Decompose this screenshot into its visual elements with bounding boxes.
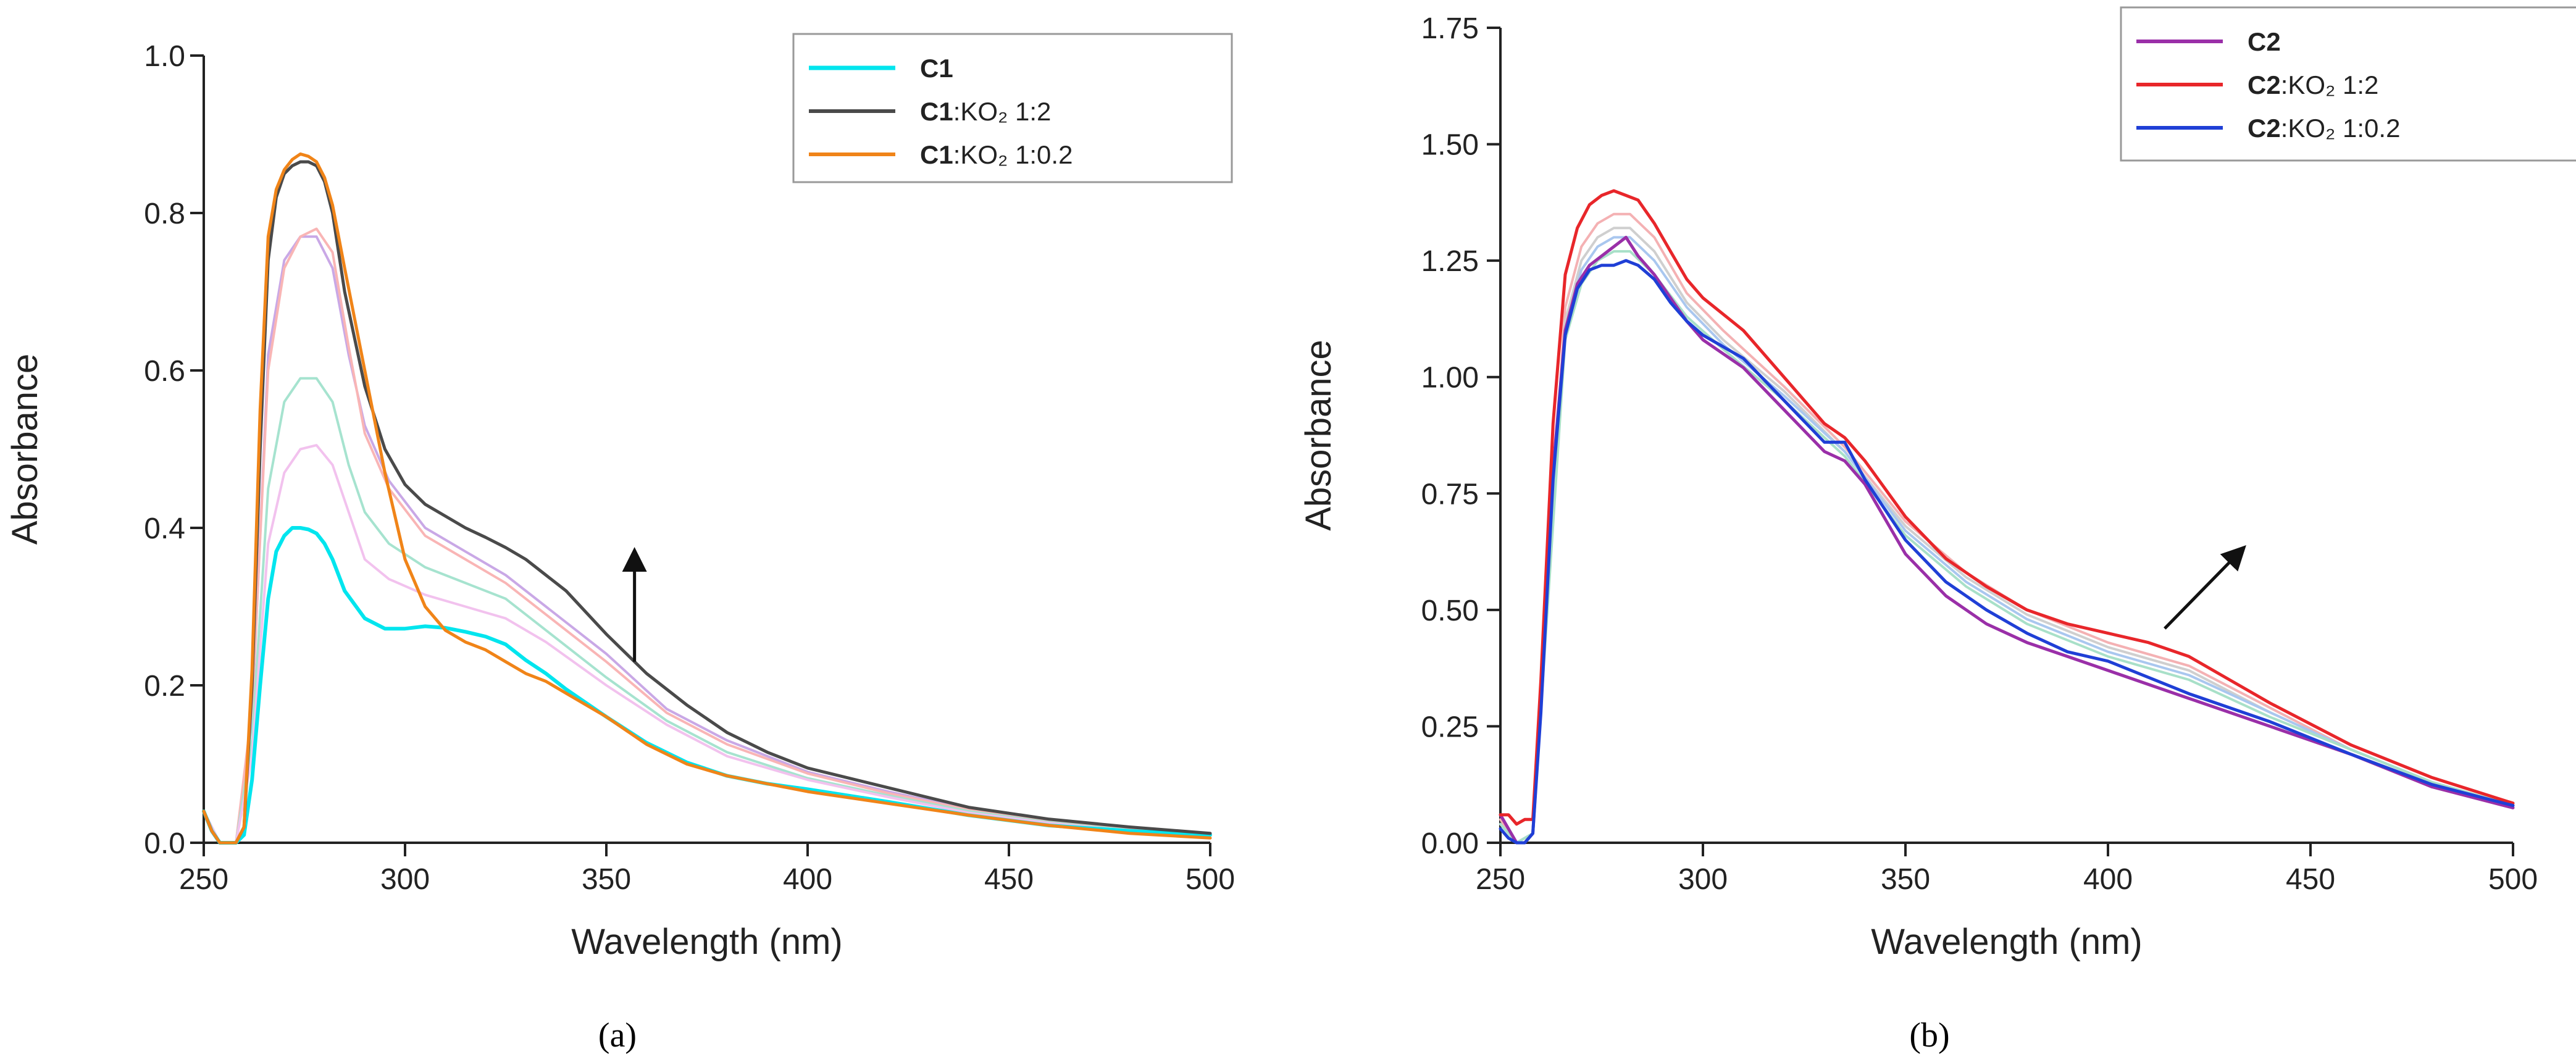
y-tick-label: 0.00 (1421, 827, 1479, 860)
y-tick-label: 0.75 (1421, 478, 1479, 511)
series-line-intermediate-1 (203, 235, 1211, 844)
legend-entry-bold: C2 (2248, 114, 2281, 143)
legend-entry-rest: :KO₂ 1:2 (953, 97, 1052, 126)
legend-entry-bold: C2 (2248, 27, 2281, 56)
legend-entry: C2:KO₂ 1:0.2 (2248, 114, 2400, 143)
y-tick-label: 0.2 (144, 670, 185, 703)
x-tick-label: 450 (2286, 863, 2335, 896)
y-tick-label: 0.50 (1421, 595, 1479, 627)
y-tick-label: 1.50 (1421, 129, 1479, 162)
series-line-intermediate-2 (203, 227, 1211, 844)
x-axis-label: Wavelength (nm) (1871, 922, 2142, 962)
x-tick-label: 350 (582, 863, 631, 896)
series-line-c2-ko2-1-2 (1499, 189, 2515, 826)
x-tick-label: 300 (380, 863, 430, 896)
legend-box (792, 33, 1233, 183)
x-axis-label: Wavelength (nm) (571, 922, 842, 962)
y-tick-label: 1.00 (1421, 362, 1479, 395)
legend-entry-bold: C1 (920, 54, 953, 83)
y-axis-label: Absorbance (5, 354, 45, 545)
x-tick-label: 350 (1881, 863, 1930, 896)
legend-entry: C2 (2248, 27, 2281, 56)
caption-b: (b) (1909, 1016, 1949, 1055)
y-tick-label: 0.4 (144, 512, 185, 545)
x-tick-label: 500 (1186, 863, 1235, 896)
y-tick-label: 0.25 (1421, 711, 1479, 743)
x-tick-label: 300 (1678, 863, 1728, 896)
legend-entry-rest: :KO₂ 1:2 (2281, 70, 2379, 99)
y-tick-label: 0.8 (144, 198, 185, 230)
legend-entry: C1 (920, 54, 953, 83)
legend-entry-bold: C1 (920, 97, 953, 126)
series-line-intermediate-3 (203, 377, 1211, 844)
caption-a: (a) (598, 1016, 637, 1055)
x-tick-label: 250 (1476, 863, 1525, 896)
x-tick-label: 500 (2488, 863, 2538, 896)
legend-entry: C1:KO₂ 1:2 (920, 97, 1051, 126)
trend-arrow (2164, 545, 2246, 630)
legend-entry-bold: C2 (2248, 70, 2281, 99)
legend-entry: C2:KO₂ 1:2 (2248, 70, 2378, 99)
legend-entry-bold: C1 (920, 140, 953, 169)
y-tick-label: 0.0 (144, 827, 185, 860)
x-tick-label: 400 (783, 863, 832, 896)
chart-panel-b: 0.00 0.25 0.50 0.75 1.00 1.25 1.50 1.75 250 300 35… (1298, 6, 2576, 962)
y-tick-label: 1.0 (144, 40, 185, 73)
x-tick-label: 400 (2083, 863, 2133, 896)
series-line-intermediate-4 (203, 444, 1211, 844)
legend-entry: C1:KO₂ 1:0.2 (920, 140, 1073, 169)
x-tick-label: 450 (984, 863, 1034, 896)
series-line-c1-ko2-1-0-2 (202, 152, 1212, 845)
y-tick-label: 1.25 (1421, 245, 1479, 278)
y-axis-label: Absorbance (1298, 340, 1339, 531)
x-tick-label: 250 (179, 863, 228, 896)
y-tick-label: 1.75 (1421, 12, 1479, 45)
y-tick-label: 0.6 (144, 355, 185, 388)
legend-entry-rest: :KO₂ 1:0.2 (953, 140, 1073, 169)
series-line-c2-ko2-1-0-2 (1499, 259, 2515, 845)
series-line-intermediate-4 (1499, 250, 2514, 844)
chart-panel-a: 0.0 0.2 0.4 0.6 0.8 1.0 250 300 350 400 450 500 Wave… (5, 33, 1235, 962)
legend-entry-rest: :KO₂ 1:0.2 (2281, 114, 2401, 143)
